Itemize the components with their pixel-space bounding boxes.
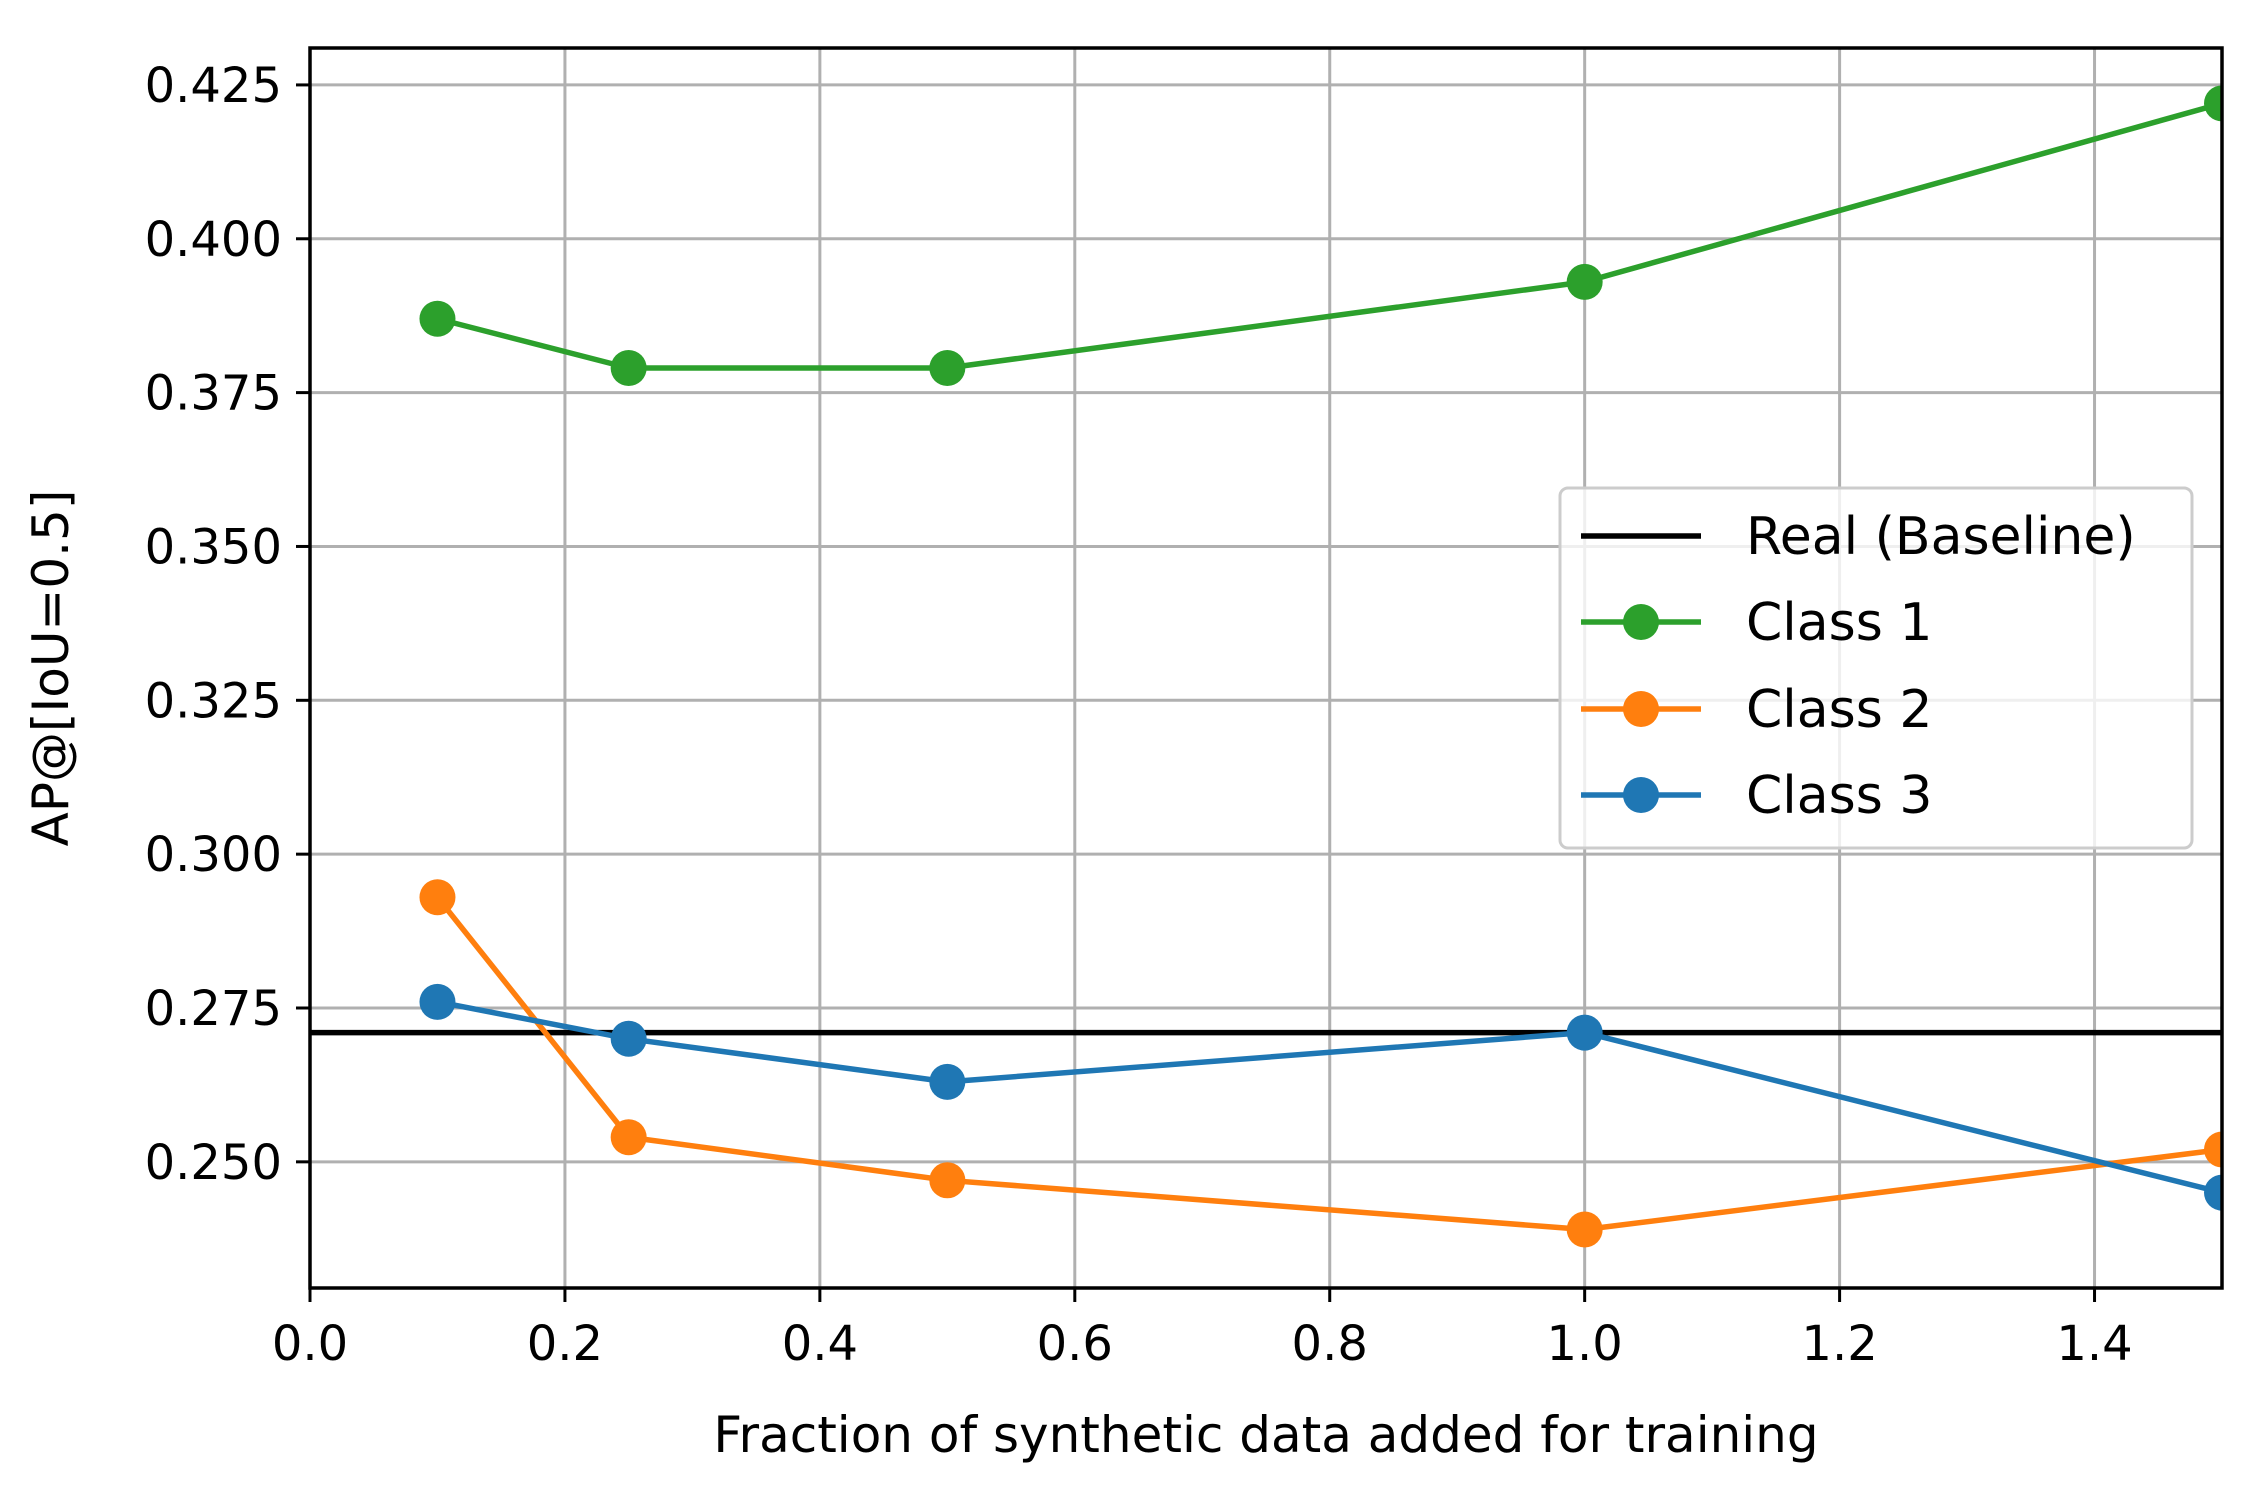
- y-tick-label: 0.300: [145, 827, 282, 883]
- x-tick-label: 1.4: [2056, 1316, 2132, 1372]
- x-tick-label: 1.0: [1546, 1316, 1622, 1372]
- data-point-class-1: [2204, 85, 2222, 122]
- data-point-class-1: [610, 350, 647, 386]
- x-tick-label: 0.6: [1037, 1316, 1113, 1372]
- y-tick-label: 0.375: [145, 366, 282, 422]
- data-point-class-2: [610, 1119, 647, 1156]
- y-axis-label: AP@[IoU=0.5]: [22, 490, 80, 847]
- grid: [308, 48, 2222, 1288]
- data-point-class-3: [419, 983, 456, 1020]
- data-point-class-2: [929, 1162, 966, 1199]
- data-point-class-3: [610, 1020, 647, 1057]
- y-tick-label: 0.275: [145, 981, 282, 1037]
- legend-entry-class-1: Class 1: [1581, 593, 1932, 653]
- y-axis-ticks: 0.250 0.275 0.300 0.325 0.350 0.375 0.400 0.425: [145, 58, 310, 1191]
- legend-marker-class-2: [1623, 691, 1659, 727]
- legend-label-class-1: Class 1: [1746, 593, 1932, 653]
- x-axis-label: Fraction of synthetic data added for tra…: [713, 1406, 1818, 1464]
- y-tick-label: 0.250: [145, 1135, 282, 1191]
- data-point-class-2: [2204, 1131, 2222, 1168]
- legend-label-class-2: Class 2: [1746, 680, 1932, 740]
- y-tick-label: 0.400: [145, 212, 282, 268]
- data-point-class-1: [929, 350, 966, 386]
- series-area: [310, 85, 2222, 1248]
- legend-label-class-3: Class 3: [1746, 766, 1932, 826]
- legend-entry-baseline: Real (Baseline): [1581, 507, 2136, 567]
- y-tick-label: 0.350: [145, 519, 282, 575]
- x-tick-label: 1.2: [1801, 1316, 1877, 1372]
- legend-entry-class-2: Class 2: [1581, 680, 1932, 740]
- legend: Real (Baseline) Class 1 Class 2 Class 3: [1558, 486, 2194, 850]
- x-tick-label: 0.0: [272, 1316, 348, 1372]
- plot-frame: [308, 46, 2224, 1290]
- x-tick-label: 0.8: [1292, 1316, 1368, 1372]
- x-tick-label: 0.4: [782, 1316, 858, 1372]
- y-tick-label: 0.425: [145, 58, 282, 114]
- legend-entry-class-3: Class 3: [1581, 766, 1932, 826]
- data-point-class-2: [419, 879, 456, 916]
- data-point-class-1: [419, 300, 456, 337]
- x-axis-ticks: 0.0 0.2 0.4 0.6 0.8 1.0 1.2 1.4: [272, 1288, 2133, 1372]
- legend-marker-class-3: [1623, 777, 1659, 813]
- data-point-class-3: [929, 1063, 966, 1100]
- legend-marker-class-1: [1623, 604, 1659, 640]
- data-point-class-3: [1566, 1014, 1603, 1051]
- x-tick-label: 0.2: [527, 1316, 603, 1372]
- data-point-class-2: [1566, 1211, 1603, 1248]
- data-point-class-3: [2204, 1174, 2222, 1211]
- legend-box: [1558, 486, 2194, 850]
- legend-label-baseline: Real (Baseline): [1746, 507, 2136, 567]
- y-tick-label: 0.325: [145, 673, 282, 729]
- data-point-class-1: [1566, 263, 1603, 300]
